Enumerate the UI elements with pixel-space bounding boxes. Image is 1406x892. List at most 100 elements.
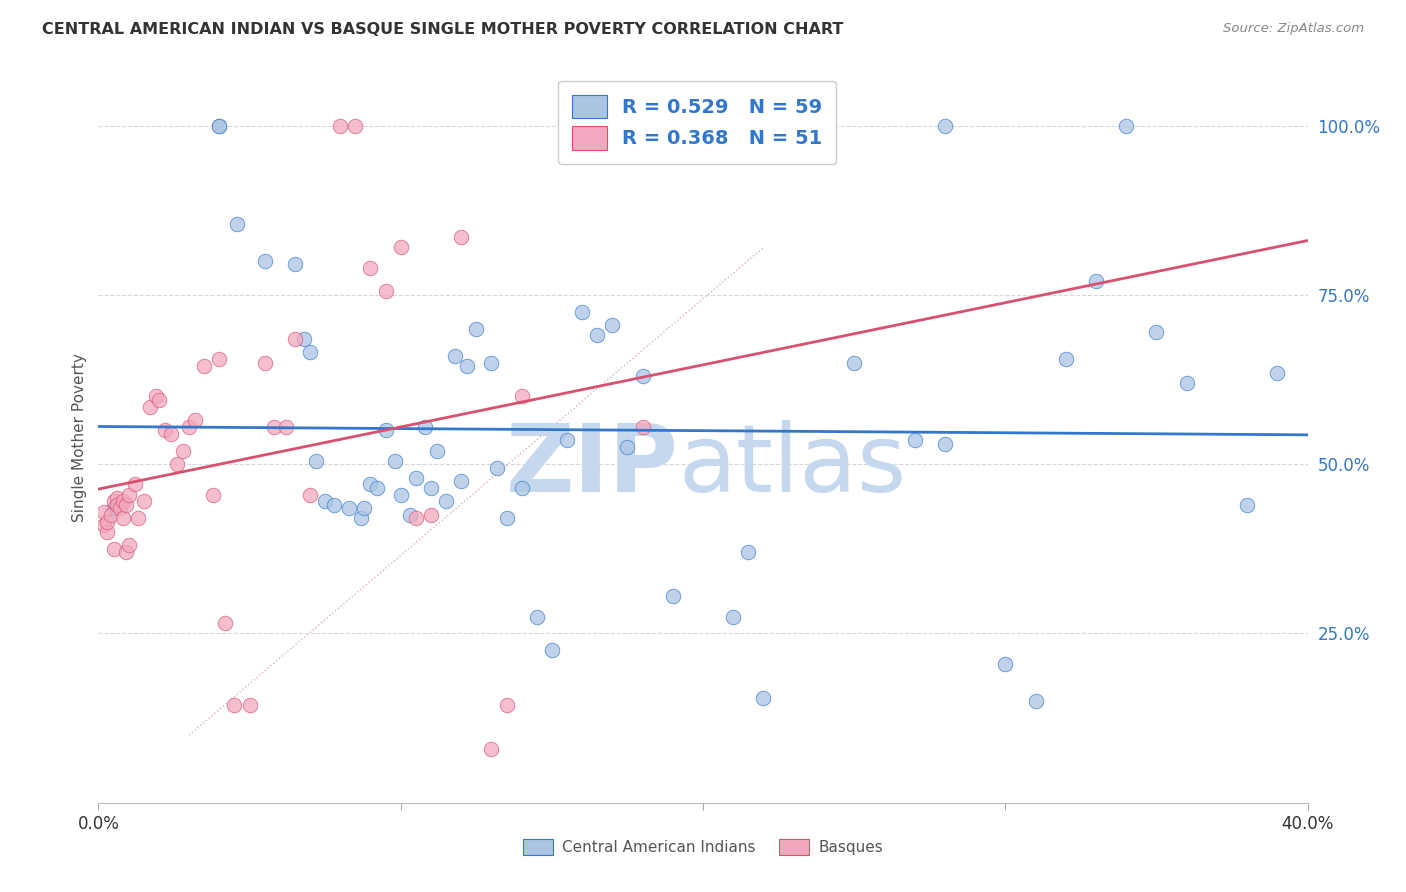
Point <box>253 254 276 268</box>
Point <box>1024 694 1046 708</box>
Point <box>1175 376 1198 390</box>
Point <box>323 498 346 512</box>
Point <box>616 440 638 454</box>
Point <box>510 481 533 495</box>
Point <box>299 345 322 359</box>
Point <box>224 698 246 712</box>
Point <box>105 491 128 505</box>
Point <box>226 217 249 231</box>
Point <box>314 494 336 508</box>
Point <box>481 355 503 369</box>
Y-axis label: Single Mother Poverty: Single Mother Poverty <box>72 352 87 522</box>
Point <box>103 501 125 516</box>
Point <box>108 501 131 516</box>
Point <box>179 420 201 434</box>
Point <box>405 471 427 485</box>
Point <box>103 501 125 516</box>
Point <box>148 392 170 407</box>
Point <box>139 400 162 414</box>
Point <box>450 230 472 244</box>
Point <box>420 508 443 522</box>
Point <box>93 505 115 519</box>
Point <box>208 119 231 133</box>
Point <box>114 545 136 559</box>
Text: Source: ZipAtlas.com: Source: ZipAtlas.com <box>1223 22 1364 36</box>
Point <box>526 609 548 624</box>
Point <box>1236 498 1258 512</box>
Point <box>184 413 207 427</box>
Point <box>350 511 373 525</box>
Point <box>305 454 328 468</box>
Point <box>465 322 488 336</box>
Point <box>631 420 654 434</box>
Point <box>571 305 593 319</box>
Point <box>752 690 775 705</box>
Point <box>202 488 225 502</box>
Point <box>510 389 533 403</box>
Point <box>374 423 396 437</box>
Point <box>145 389 167 403</box>
Point <box>214 616 236 631</box>
Point <box>118 488 141 502</box>
Point <box>366 481 388 495</box>
Point <box>239 698 262 712</box>
Point <box>540 643 562 657</box>
Point <box>934 119 956 133</box>
Point <box>1054 352 1077 367</box>
Point <box>389 240 412 254</box>
Point <box>103 494 125 508</box>
Point <box>360 477 382 491</box>
Point <box>495 698 517 712</box>
Point <box>737 545 759 559</box>
Point <box>384 454 406 468</box>
Point <box>426 443 449 458</box>
Point <box>111 511 134 525</box>
Point <box>337 501 360 516</box>
Point <box>413 420 436 434</box>
Point <box>292 332 315 346</box>
Point <box>160 426 183 441</box>
Point <box>284 257 307 271</box>
Point <box>172 443 194 458</box>
Point <box>405 511 427 525</box>
Point <box>118 538 141 552</box>
Point <box>360 260 382 275</box>
Point <box>723 609 745 624</box>
Text: CENTRAL AMERICAN INDIAN VS BASQUE SINGLE MOTHER POVERTY CORRELATION CHART: CENTRAL AMERICAN INDIAN VS BASQUE SINGLE… <box>42 22 844 37</box>
Point <box>274 420 297 434</box>
Point <box>166 457 188 471</box>
Point <box>103 541 125 556</box>
Point <box>208 119 231 133</box>
Point <box>105 498 128 512</box>
Point <box>481 741 503 756</box>
Point <box>299 488 322 502</box>
Point <box>486 460 509 475</box>
Point <box>1085 274 1108 288</box>
Point <box>904 434 927 448</box>
Point <box>434 494 457 508</box>
Point <box>329 119 352 133</box>
Point <box>100 508 122 522</box>
Point <box>398 508 420 522</box>
Point <box>994 657 1017 671</box>
Point <box>389 488 412 502</box>
Point <box>495 511 517 525</box>
Point <box>444 349 467 363</box>
Point <box>353 501 375 516</box>
Point <box>420 481 443 495</box>
Point <box>132 494 155 508</box>
Point <box>602 318 624 333</box>
Point <box>93 518 115 533</box>
Point <box>631 369 654 384</box>
Point <box>844 355 866 369</box>
Point <box>934 437 956 451</box>
Text: ZIP: ZIP <box>506 420 679 512</box>
Point <box>127 511 149 525</box>
Point <box>1144 325 1167 339</box>
Text: atlas: atlas <box>679 420 907 512</box>
Point <box>153 423 176 437</box>
Point <box>450 474 472 488</box>
Point <box>263 420 285 434</box>
Point <box>111 494 134 508</box>
Point <box>96 524 118 539</box>
